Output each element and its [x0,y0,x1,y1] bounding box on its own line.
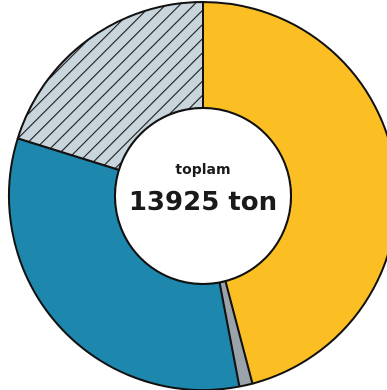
donut-slices [8,1,387,390]
center-total-value: 13925 ton [129,187,277,217]
donut-center-hole [114,107,292,285]
center-total-label: toplam [175,162,230,178]
